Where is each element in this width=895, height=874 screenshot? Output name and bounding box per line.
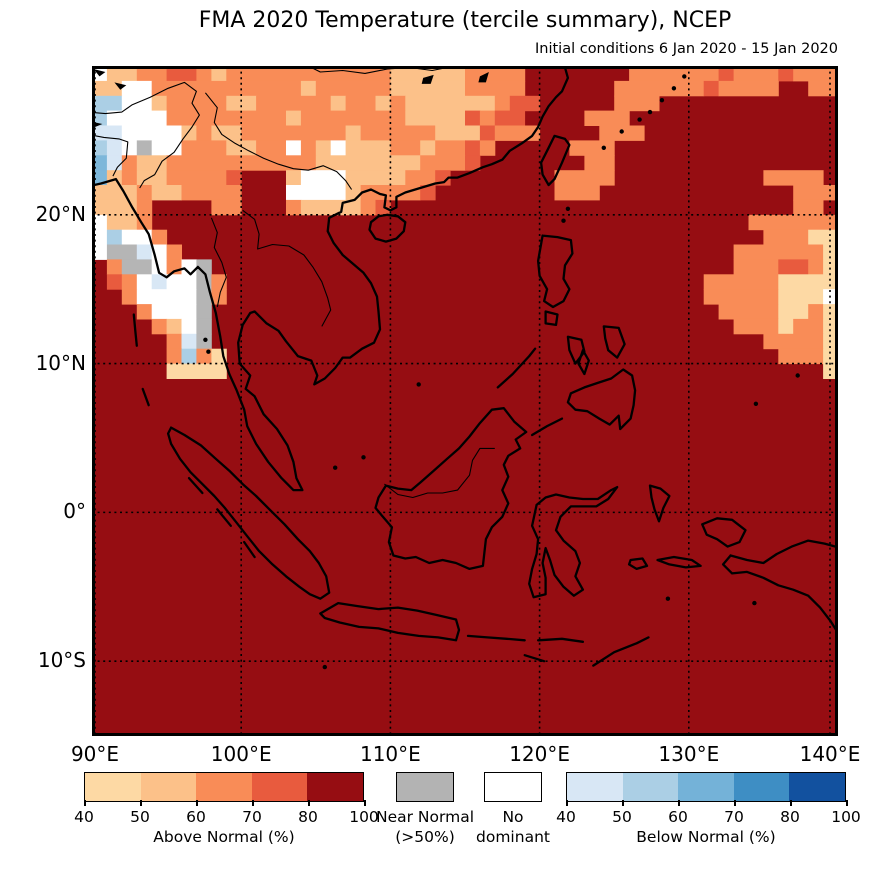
colorbar-segment [196,773,252,801]
colorbar-segment [789,773,845,801]
x-tick-label: 140°E [799,742,861,766]
colorbar-tick-label: 40 [74,808,94,826]
colorbar-tick [790,800,792,806]
colorbar-tick [308,800,310,806]
colorbar-segment [733,773,790,801]
map [86,60,849,736]
x-tick-label: 100°E [210,742,272,766]
colorbar-tick-label: 60 [186,808,206,826]
colorbar-segment [622,773,679,801]
below-normal-label: Below Normal (%) [636,828,776,846]
colorbar-tick [364,800,366,806]
colorbar-segment [567,773,623,801]
below-normal-colorbar [566,772,846,802]
map-canvas [86,60,849,736]
x-tick-label: 110°E [359,742,421,766]
above-normal-colorbar [84,772,364,802]
colorbar-tick-label: 100 [349,808,379,826]
colorbar-tick-label: 50 [612,808,632,826]
x-tick-label: 90°E [70,742,120,766]
near-normal-label: Near Normal [375,808,474,826]
colorbar-segment [140,773,197,801]
colorbar-segment [307,773,363,801]
colorbar-tick-label: 40 [556,808,576,826]
no-dominant-sublabel: dominant [476,828,550,846]
colorbar-tick [252,800,254,806]
map-cells-layer [92,66,839,736]
colorbar-segment [678,773,734,801]
colorbar-tick [734,800,736,806]
colorbar-tick-label: 100 [831,808,861,826]
figure-title: FMA 2020 Temperature (tercile summary), … [198,8,732,33]
near-normal-swatch [396,772,454,802]
map-frame [92,66,838,736]
y-tick-label: 10°S [37,648,86,673]
y-tick-label: 10°N [35,350,86,375]
near-normal-sublabel: (>50%) [395,828,455,846]
y-tick-label: 20°N [35,201,86,226]
colorbar-tick [622,800,624,806]
colorbar-tick [678,800,680,806]
colorbar-tick-label: 80 [780,808,800,826]
map-gridlines [92,66,838,736]
colorbar-segment [85,773,141,801]
colorbar-tick [196,800,198,806]
colorbar-tick-label: 60 [668,808,688,826]
no-dominant-label: No [502,808,524,826]
colorbar-tick-label: 50 [130,808,150,826]
colorbar-tick-label: 70 [242,808,262,826]
above-normal-label: Above Normal (%) [153,828,295,846]
colorbar-tick [140,800,142,806]
colorbar-tick-label: 70 [724,808,744,826]
no-dominant-swatch [484,772,542,802]
colorbar-tick [846,800,848,806]
x-tick-label: 130°E [658,742,720,766]
y-tick-label: 0° [63,499,86,524]
colorbar-tick [566,800,568,806]
colorbar-tick-label: 80 [298,808,318,826]
coastlines [86,60,849,670]
colorbar-segment [251,773,308,801]
x-tick-label: 120°E [509,742,570,766]
colorbar-tick [84,800,86,806]
figure-subtitle: Initial conditions 6 Jan 2020 - 15 Jan 2… [534,41,838,57]
